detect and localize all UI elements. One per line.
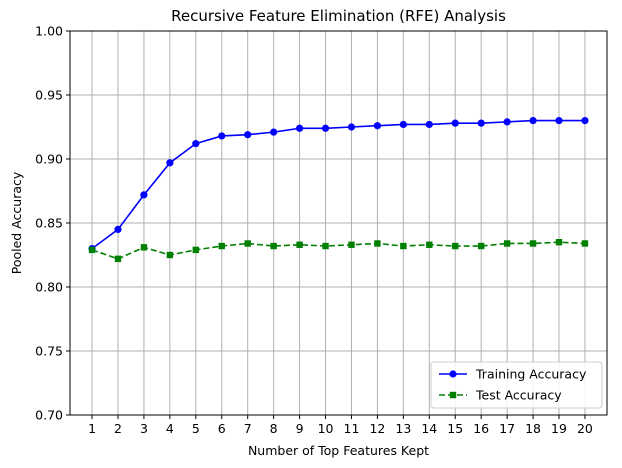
x-tick-label: 8: [270, 421, 278, 436]
x-tick-label: 10: [318, 421, 334, 436]
y-axis-label: Pooled Accuracy: [9, 171, 24, 274]
x-tick-label: 3: [140, 421, 148, 436]
legend-marker-test: [449, 391, 457, 399]
x-axis: 1 2 3 4 5 6 7 8 9 10 11 12 13 14 15 16 17 18 19 20: [88, 415, 593, 436]
x-tick-label: 5: [192, 421, 200, 436]
training-point: [373, 122, 382, 130]
x-tick-label: 20: [577, 421, 593, 436]
series-line-training: [91, 119, 585, 250]
series-line-test: [91, 241, 585, 260]
x-tick-label: 19: [551, 421, 567, 436]
y-tick-label: 1.00: [35, 24, 63, 39]
grid: [70, 30, 607, 416]
test-point: [452, 242, 459, 250]
training-point: [140, 191, 148, 199]
test-point: [192, 246, 200, 254]
y-tick-label: 0.95: [35, 88, 63, 103]
y-tick-label: 0.70: [35, 408, 63, 423]
x-tick-label: 15: [447, 421, 463, 436]
test-point: [529, 240, 537, 247]
x-tick-label: 14: [421, 421, 437, 436]
x-tick-label: 16: [473, 421, 489, 436]
x-tick-label: 12: [369, 421, 385, 436]
test-point: [555, 239, 563, 246]
training-point: [451, 119, 459, 127]
training-point: [581, 117, 589, 125]
test-point: [322, 242, 329, 250]
test-point: [244, 240, 251, 247]
test-point: [374, 240, 381, 247]
test-point: [270, 242, 277, 250]
training-point: [244, 131, 252, 139]
training-point: [555, 117, 563, 125]
x-tick-label: 13: [395, 421, 411, 436]
test-point: [477, 242, 485, 250]
test-point: [88, 246, 96, 254]
test-point: [296, 241, 303, 248]
training-point: [321, 124, 330, 132]
legend-label-training: Training Accuracy: [475, 367, 587, 382]
training-point: [192, 140, 200, 148]
training-point: [166, 159, 174, 167]
training-point: [347, 123, 356, 131]
test-point: [503, 240, 511, 247]
legend-label-test: Test Accuracy: [475, 388, 562, 403]
legend-marker-training: [449, 370, 457, 378]
training-point: [425, 120, 433, 129]
x-tick-label: 18: [525, 421, 541, 436]
x-tick-label: 1: [88, 421, 96, 436]
x-tick-label: 17: [499, 421, 515, 436]
legend: Training Accuracy Test Accuracy: [430, 361, 603, 409]
training-point: [295, 124, 304, 132]
y-axis: 0.70 0.75 0.80 0.85 0.90 0.95 1.00: [35, 24, 70, 423]
training-point: [114, 225, 122, 233]
training-point: [503, 118, 511, 126]
y-tick-label: 0.85: [35, 216, 63, 231]
training-point: [477, 119, 485, 127]
chart-title: Recursive Feature Elimination (RFE) Anal…: [171, 7, 506, 25]
test-point: [426, 241, 433, 248]
x-tick-label: 2: [114, 421, 122, 436]
legend-box: [430, 361, 603, 409]
x-tick-label: 6: [218, 421, 226, 436]
test-point: [218, 242, 225, 250]
series-layer: [88, 117, 589, 263]
training-point: [218, 132, 226, 140]
training-point: [529, 117, 537, 125]
test-point: [400, 242, 407, 250]
y-tick-label: 0.75: [35, 344, 63, 359]
x-tick-label: 11: [344, 421, 360, 436]
y-tick-label: 0.90: [35, 152, 63, 167]
test-point: [114, 255, 122, 263]
test-point: [348, 241, 355, 248]
training-point: [270, 128, 278, 136]
test-point: [140, 244, 148, 251]
training-point: [399, 120, 407, 129]
x-tick-label: 7: [244, 421, 252, 436]
x-tick-label: 9: [296, 421, 304, 436]
x-tick-label: 4: [166, 421, 174, 436]
test-point: [166, 251, 174, 259]
test-point: [581, 240, 589, 247]
y-tick-label: 0.80: [35, 280, 63, 295]
x-axis-label: Number of Top Features Kept: [248, 443, 429, 458]
